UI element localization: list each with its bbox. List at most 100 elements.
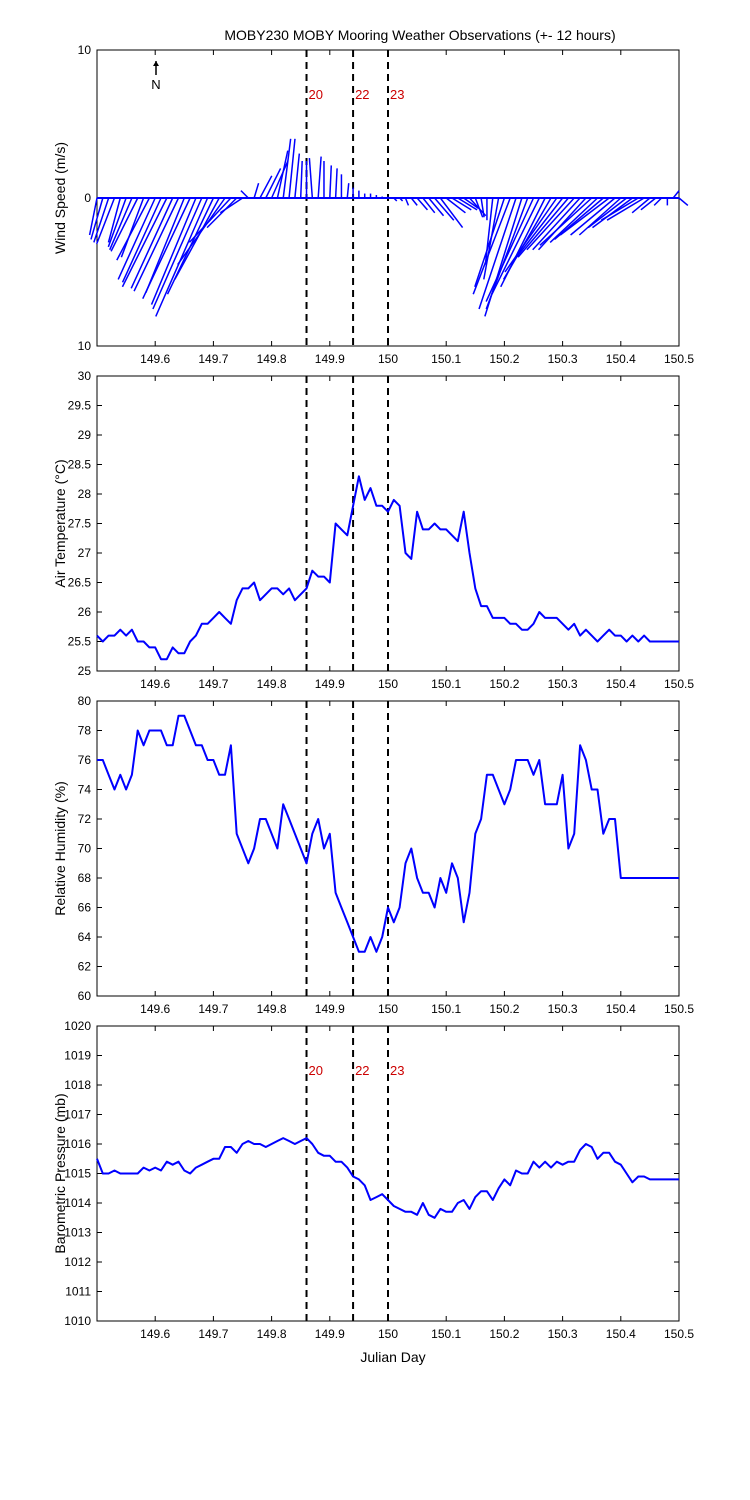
wind-stick (463, 197, 479, 209)
y-tick-label: 26 (78, 605, 92, 619)
wind-stick (174, 197, 220, 280)
x-tick-label: 150.4 (606, 352, 636, 366)
y-tick-label: 26.5 (68, 576, 92, 590)
wind-stick (276, 150, 289, 199)
x-tick-label: 149.9 (315, 352, 345, 366)
event-marker-label: 20 (309, 87, 323, 102)
wind-stick (439, 197, 464, 229)
wind-stick (107, 197, 127, 248)
x-tick-label: 149.7 (198, 677, 228, 691)
wind-stick (117, 197, 156, 280)
wind-stick (96, 197, 116, 245)
x-tick-label: 149.8 (257, 1327, 287, 1341)
wind-stick (317, 156, 322, 199)
x-tick-label: 149.8 (257, 352, 287, 366)
wind-stick (399, 197, 404, 202)
y-axis-label: Wind Speed (m/s) (52, 142, 68, 254)
x-tick-label: 150.3 (548, 677, 578, 691)
wind-stick (653, 197, 663, 206)
y-tick-label: 1018 (64, 1078, 91, 1092)
wind-stick (270, 160, 289, 199)
wind-stick (299, 160, 303, 199)
wind-stick (491, 197, 540, 295)
wind-stick (474, 197, 484, 218)
north-arrow-label: N (151, 77, 160, 92)
wind-stick (472, 197, 511, 295)
wind-stick (606, 197, 645, 221)
wind-stick (549, 197, 599, 243)
y-tick-label: 1019 (64, 1049, 91, 1063)
wind-stick (678, 197, 689, 206)
figure-title: MOBY230 MOBY Mooring Weather Observation… (224, 27, 615, 43)
y-tick-label: 25 (78, 664, 92, 678)
y-tick-label: 1013 (64, 1226, 91, 1240)
y-tick-label: 0 (84, 191, 91, 205)
wind-stick (502, 197, 552, 280)
wind-stick (259, 175, 273, 199)
wind-stick (253, 182, 260, 199)
wind-stick (504, 197, 558, 273)
wind-stick (288, 138, 296, 199)
wind-stick (422, 197, 436, 214)
wind-stick (121, 197, 168, 288)
y-tick-label: 27.5 (68, 517, 92, 531)
y-tick-label: 25.5 (68, 635, 92, 649)
x-tick-label: 150.5 (664, 677, 694, 691)
wind-stick (578, 197, 622, 236)
wind-stick (517, 197, 569, 258)
series-line (96, 475, 679, 661)
wind-stick (539, 197, 593, 246)
event-marker-label: 23 (390, 1063, 404, 1078)
wind-stick (526, 197, 575, 251)
y-tick-label: 80 (78, 694, 92, 708)
y-tick-label: 30 (78, 369, 92, 383)
wind-stick (478, 197, 517, 310)
wind-stick (457, 197, 478, 211)
y-tick-label: 62 (78, 960, 92, 974)
wind-stick (640, 197, 657, 211)
x-tick-label: 150.5 (664, 1327, 694, 1341)
y-tick-label: 60 (78, 989, 92, 1003)
event-marker-label: 20 (309, 1063, 323, 1078)
y-tick-label: 1012 (64, 1255, 91, 1269)
series-line (97, 714, 679, 953)
x-tick-label: 149.6 (140, 677, 170, 691)
wind-stick (142, 197, 191, 299)
y-tick-label: 76 (78, 753, 92, 767)
wind-stick (631, 197, 651, 214)
wind-stick (282, 138, 292, 199)
x-axis-label: Julian Day (360, 1349, 425, 1365)
wind-stick (587, 197, 628, 229)
panel-3: 149.6 149.7 149.8 149.9 150 150.1 150.2 150.3 15… (52, 694, 694, 1016)
x-tick-label: 149.8 (257, 1002, 287, 1016)
y-tick-label: 68 (78, 871, 92, 885)
wind-stick (416, 197, 429, 211)
y-tick-label: 1014 (64, 1196, 91, 1210)
y-tick-label: 1015 (64, 1167, 91, 1181)
y-axis-label: Air Temperature (°C) (52, 459, 68, 587)
x-tick-label: 149.9 (315, 1327, 345, 1341)
panel-2: 149.6 149.7 149.8 149.9 150 150.1 150.2 150.3 15… (52, 369, 694, 691)
series-line (96, 1137, 679, 1219)
x-tick-label: 149.7 (198, 1002, 228, 1016)
y-tick-label: 10 (78, 339, 92, 353)
x-tick-label: 149.7 (198, 1327, 228, 1341)
wind-stick (152, 197, 203, 310)
x-tick-label: 150.3 (548, 352, 578, 366)
y-tick-label: 72 (78, 812, 92, 826)
wind-stick (570, 197, 616, 236)
y-tick-label: 78 (78, 724, 92, 738)
x-tick-label: 149.6 (140, 1327, 170, 1341)
wind-stick (206, 197, 238, 229)
wind-stick (532, 197, 581, 251)
y-tick-label: 29.5 (68, 399, 92, 413)
x-tick-label: 150.2 (489, 352, 519, 366)
wind-stick (433, 197, 455, 221)
wind-stick (329, 165, 333, 199)
wind-stick (240, 190, 249, 199)
wind-stick (537, 197, 587, 251)
y-tick-label: 1017 (64, 1108, 91, 1122)
wind-stick (510, 197, 564, 266)
x-tick-label: 150.2 (489, 1327, 519, 1341)
y-tick-label: 1011 (65, 1285, 91, 1299)
